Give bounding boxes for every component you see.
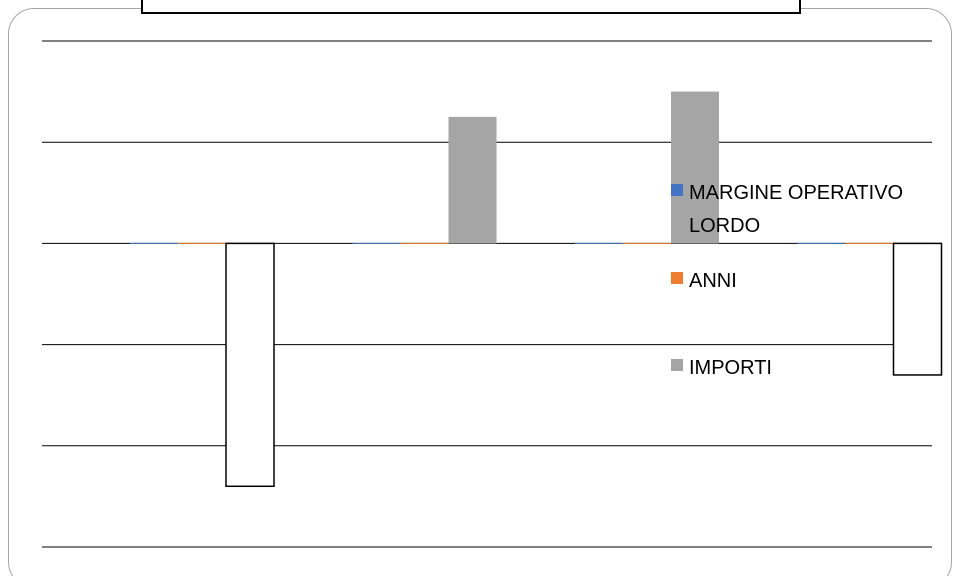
legend-swatch-3 [671, 359, 683, 371]
gridlines [42, 40, 932, 548]
bar-3-2 [448, 116, 497, 244]
bar-3-4 [892, 242, 943, 376]
legend-label-3: IMPORTI [689, 357, 772, 379]
legend: MARGINE OPERATIVO LORDO ANNI IMPORTI [671, 182, 903, 379]
legend-swatch-2 [671, 272, 683, 284]
title-box [141, 0, 801, 14]
bar-3-3 [671, 91, 719, 244]
legend-label-1: MARGINE OPERATIVO [689, 182, 903, 204]
legend-label-1: LORDO [689, 215, 760, 237]
bar-3-1 [225, 242, 275, 488]
bars [130, 91, 943, 488]
legend-swatch-1 [671, 184, 683, 196]
legend-label-2: ANNI [689, 270, 737, 292]
